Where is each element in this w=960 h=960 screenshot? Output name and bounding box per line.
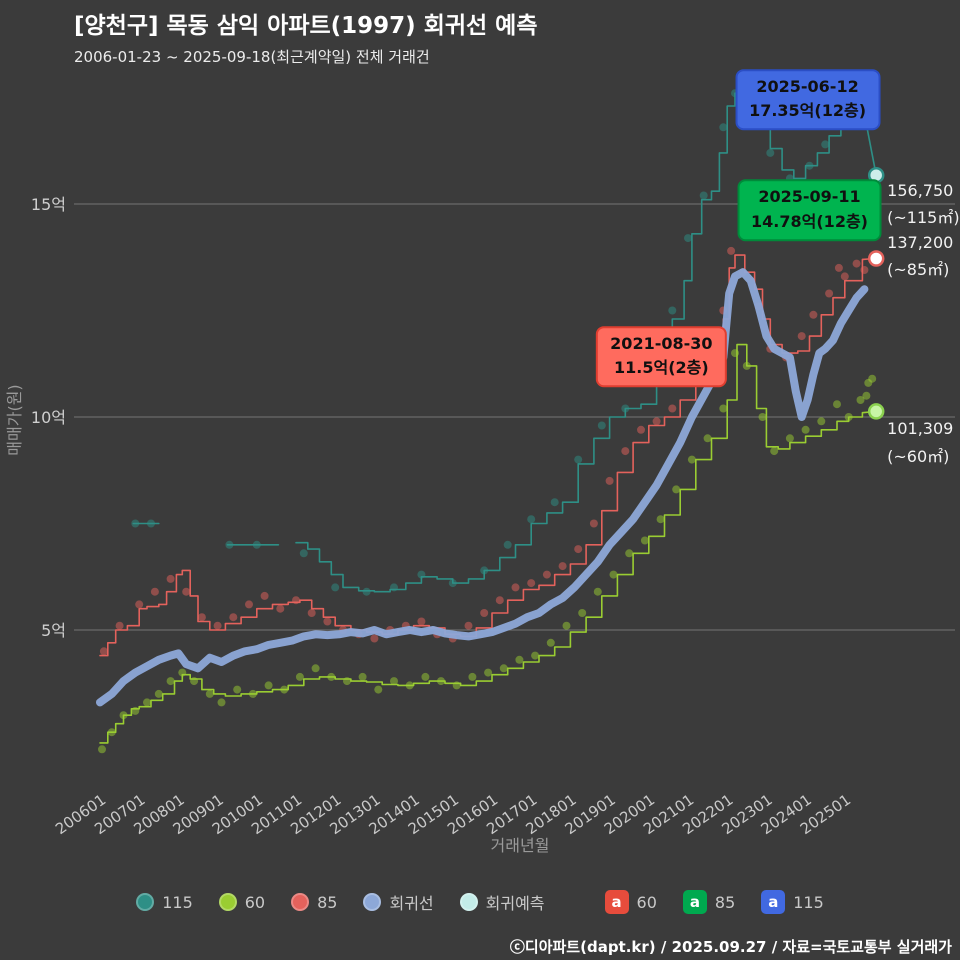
prediction-area: (~115㎡) <box>887 208 960 228</box>
legend-dot-60-icon <box>218 893 237 911</box>
y-tick-label: 5억 <box>41 621 66 640</box>
gridlines <box>74 203 955 631</box>
area-badge-85-icon: a <box>682 890 707 914</box>
series-115-line <box>132 90 864 593</box>
annotation-price: 17.35억(12층) <box>749 101 867 121</box>
prediction-value: 137,200 <box>887 232 954 252</box>
legend-label-prediction: 회귀예측 <box>485 894 545 913</box>
legend-label-115: 115 <box>162 892 193 912</box>
legend-item-115[interactable]: 115 <box>136 893 193 912</box>
legend-area-60[interactable]: a 60 <box>604 890 657 914</box>
legend-dot-85-icon <box>291 893 310 911</box>
legend-label-85: 85 <box>317 892 338 912</box>
legend-item-prediction[interactable]: 회귀예측 <box>459 890 545 914</box>
prediction-label-60: 101,309 (~60㎡) <box>887 415 953 469</box>
legend-dot-115-icon <box>136 893 155 911</box>
area-badge-60-icon: a <box>604 890 629 914</box>
legend-label-60: 60 <box>244 892 266 912</box>
x-axis-title: 거래년월 <box>491 836 550 855</box>
y-axis-title: 매매가(원) <box>5 384 24 455</box>
prediction-label-85: 137,200 (~85㎡) <box>887 229 953 283</box>
prediction-area: (~60㎡) <box>887 446 950 466</box>
legend: 115 60 85 회귀선 회귀예측 a 60 a 85 a 115 <box>0 890 960 914</box>
prediction-marker-60 <box>862 403 885 420</box>
page-title: [양천구] 목동 삼익 아파트(1997) 회귀선 예측 <box>74 13 538 39</box>
legend-area-85[interactable]: a 85 <box>682 890 736 914</box>
legend-area-label-85: 85 <box>714 892 736 912</box>
header: [양천구] 목동 삼익 아파트(1997) 회귀선 예측 2006-01-23 … <box>74 6 538 67</box>
annotation-latest-60: 2021-08-30 11.5억(2층) <box>596 325 727 388</box>
series-회귀선-line <box>96 268 869 707</box>
annotation-latest-115: 2025-06-12 17.35억(12층) <box>735 68 881 131</box>
series-60-line <box>99 343 864 744</box>
legend-area-115[interactable]: a 115 <box>761 890 824 914</box>
legend-dot-prediction-icon <box>459 893 478 911</box>
prediction-value: 156,750 <box>887 181 954 201</box>
legend-area-label-115: 115 <box>793 892 824 912</box>
annotation-price: 11.5억(2층) <box>614 358 709 378</box>
scatter-85 <box>99 246 869 656</box>
annotation-date: 2021-08-30 <box>610 333 713 353</box>
page-subtitle: 2006-01-23 ~ 2025-09-18(최근계약일) 전체 거래건 <box>74 48 430 66</box>
legend-item-85[interactable]: 85 <box>291 893 337 912</box>
annotation-latest-85: 2025-09-11 14.78억(12층) <box>737 179 882 242</box>
legend-label-regression: 회귀선 <box>389 894 434 913</box>
scatter-115 <box>131 89 873 596</box>
y-tick-label: 10억 <box>31 408 66 427</box>
scatter-60 <box>98 349 877 754</box>
prediction-area: (~85㎡) <box>887 259 950 279</box>
area-badge-115-icon: a <box>761 890 786 914</box>
annotation-date: 2025-09-11 <box>758 187 861 207</box>
prediction-label-115: 156,750 (~115㎡) <box>887 177 959 231</box>
annotation-date: 2025-06-12 <box>756 76 859 96</box>
annotation-price: 14.78억(12층) <box>751 212 868 232</box>
legend-dot-regression-icon <box>363 893 382 911</box>
legend-item-60[interactable]: 60 <box>218 892 266 912</box>
prediction-marker-85 <box>862 250 885 267</box>
legend-item-regression[interactable]: 회귀선 <box>363 890 434 914</box>
prediction-value: 101,309 <box>887 419 954 439</box>
legend-area-label-60: 60 <box>636 892 657 912</box>
credit-line: ⓒ디아파트(dapt.kr) / 2025.09.27 / 자료=국토교통부 실… <box>509 938 952 956</box>
series-85-line <box>99 254 864 657</box>
y-tick-label: 15억 <box>31 195 66 214</box>
